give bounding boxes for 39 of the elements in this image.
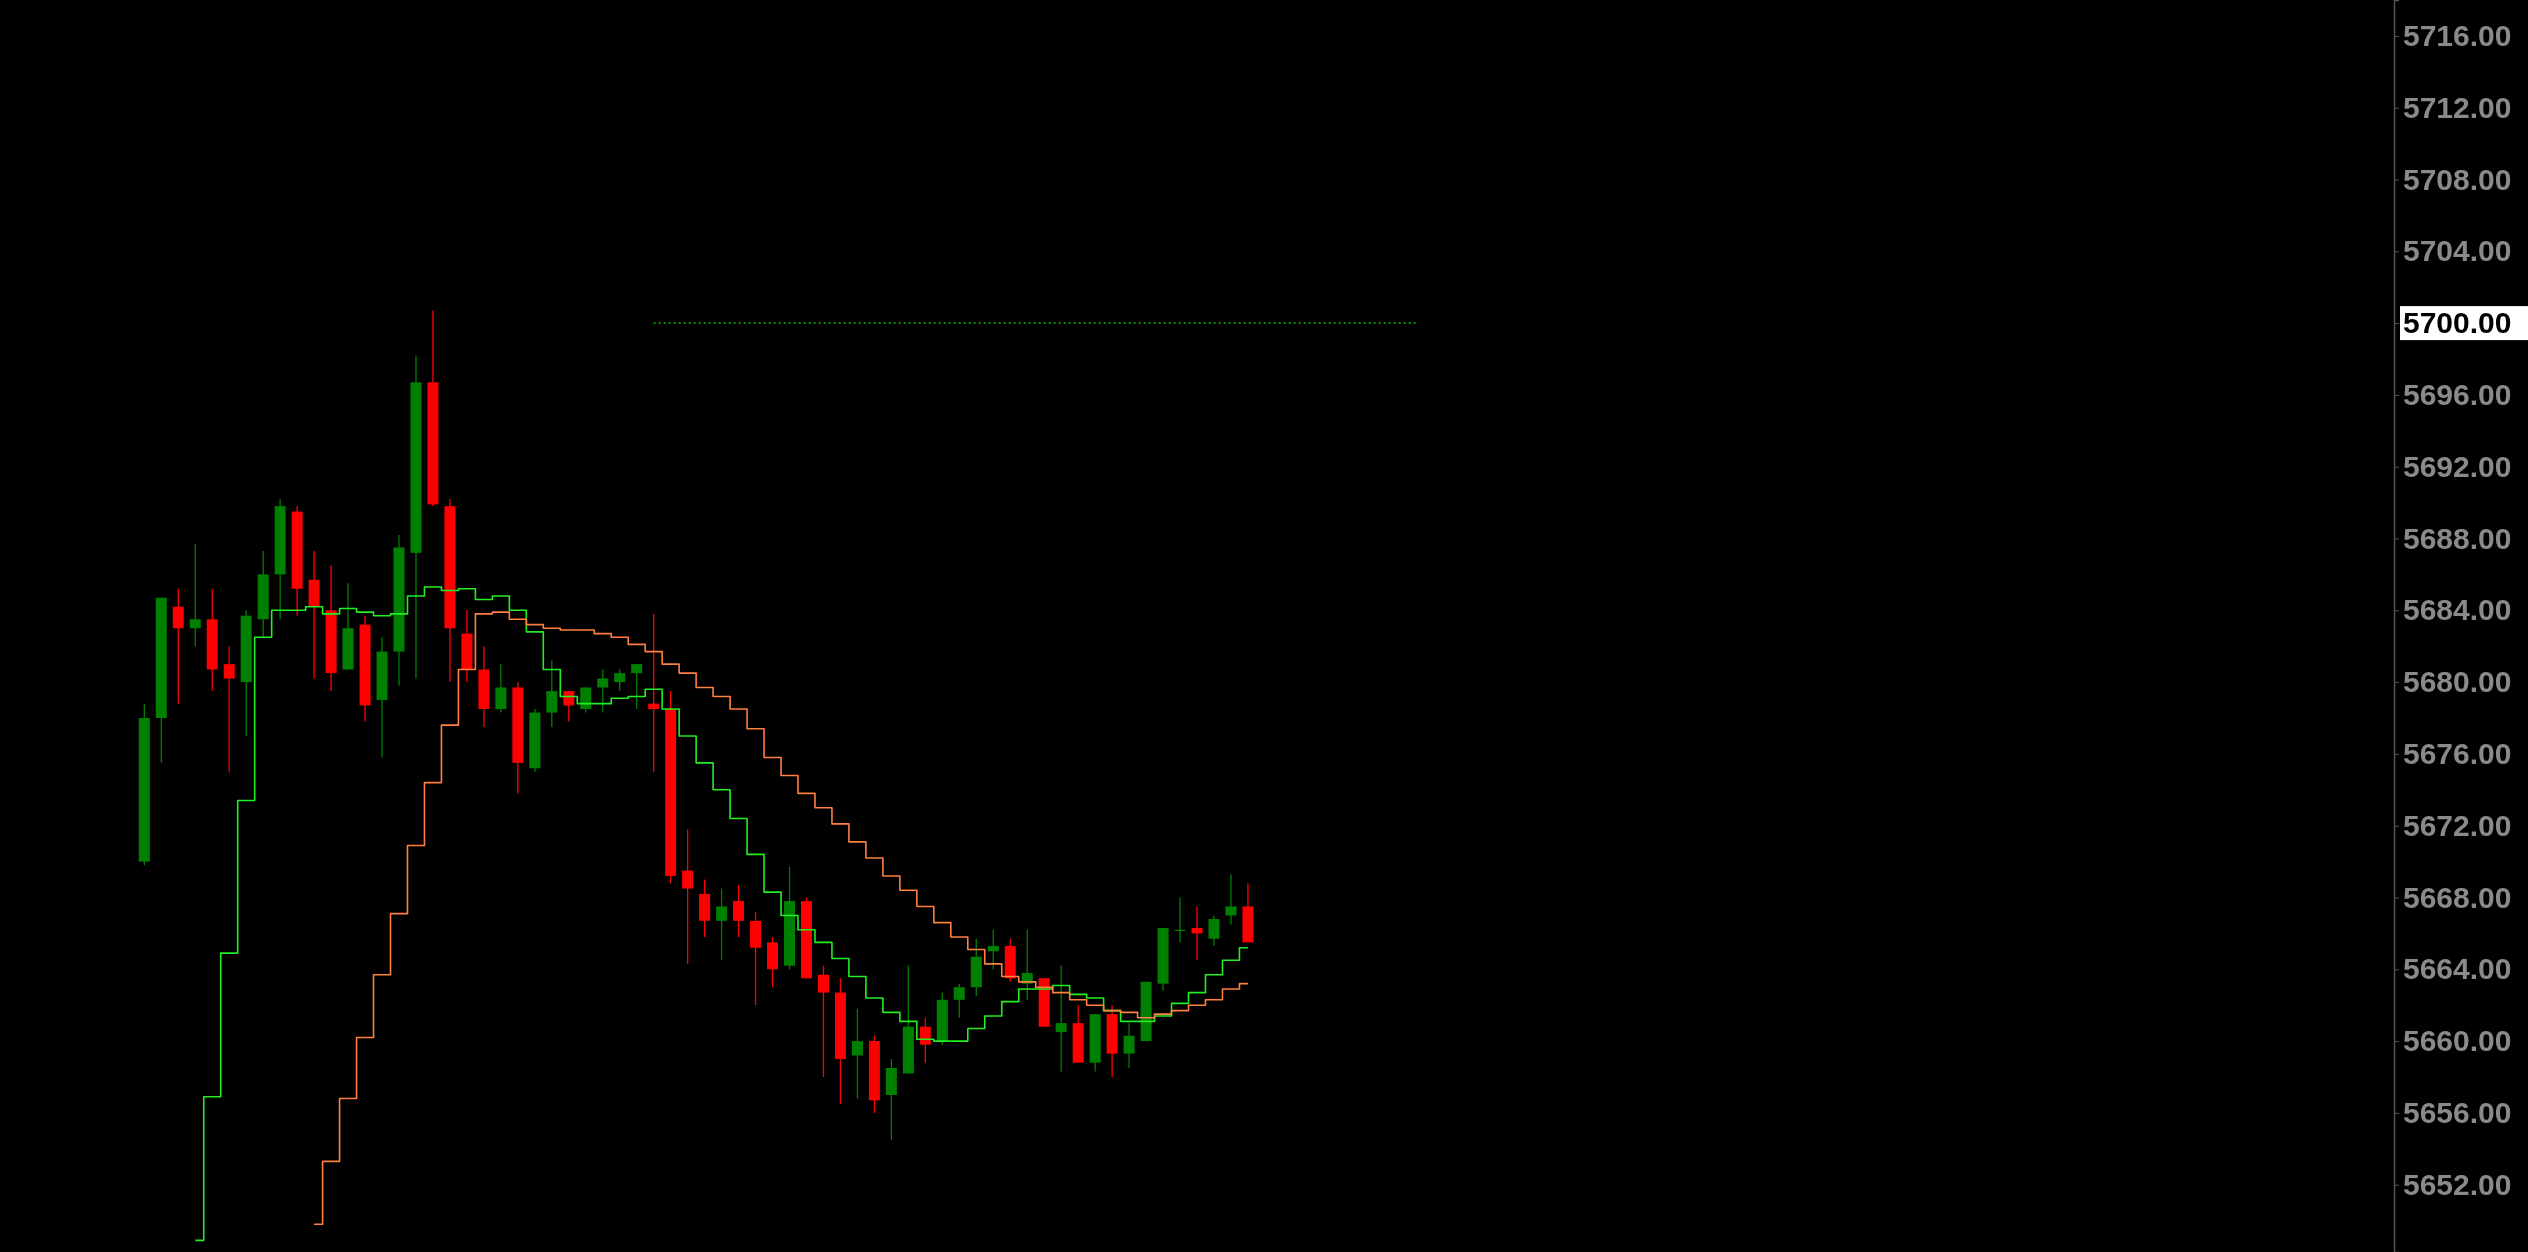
candlestick: [495, 663, 507, 714]
y-tick-label: 5708.00: [2403, 162, 2512, 196]
candlestick: [580, 686, 592, 714]
y-tick-label: 5676.00: [2403, 736, 2512, 770]
candlestick: [172, 588, 184, 705]
candlestick: [987, 929, 999, 970]
candlestick: [1055, 965, 1067, 1073]
candlestick: [851, 1008, 863, 1100]
candlestick: [1123, 1022, 1135, 1069]
y-tick-label: 5684.00: [2403, 593, 2512, 627]
candlestick: [546, 659, 558, 728]
y-tick-label: 5688.00: [2403, 521, 2512, 555]
candlestick: [1191, 905, 1203, 961]
candlestick: [631, 663, 643, 710]
y-tick-label: 5704.00: [2403, 234, 2512, 268]
y-tick-label: 5692.00: [2403, 449, 2512, 483]
y-tick-label: 5712.00: [2403, 90, 2512, 124]
candlestick: [716, 887, 728, 961]
candlestick: [614, 668, 626, 692]
candlestick: [682, 828, 694, 965]
y-tick-label: 5672.00: [2403, 808, 2512, 842]
y-tick-label: 5656.00: [2403, 1095, 2512, 1129]
y-tick-label: 5700.00: [2403, 306, 2512, 340]
candlestick: [953, 983, 965, 1019]
candlestick: [223, 645, 235, 773]
y-tick-label: 5664.00: [2403, 952, 2512, 986]
candlestick: [189, 543, 201, 647]
candlestick: [563, 690, 575, 723]
candlestick: [817, 965, 829, 1078]
y-tick-label: 5716.00: [2403, 19, 2512, 52]
candlestick: [733, 884, 745, 938]
candlestick: [1208, 914, 1220, 947]
y-tick-label: 5652.00: [2403, 1167, 2512, 1201]
candlestick: [648, 613, 660, 773]
y-tick-label: 5680.00: [2403, 665, 2512, 699]
y-tick-label: 5668.00: [2403, 880, 2512, 914]
y-tick-label: 5660.00: [2403, 1024, 2512, 1058]
y-tick-label: 5696.00: [2403, 378, 2512, 411]
candlestick: [1225, 873, 1237, 926]
